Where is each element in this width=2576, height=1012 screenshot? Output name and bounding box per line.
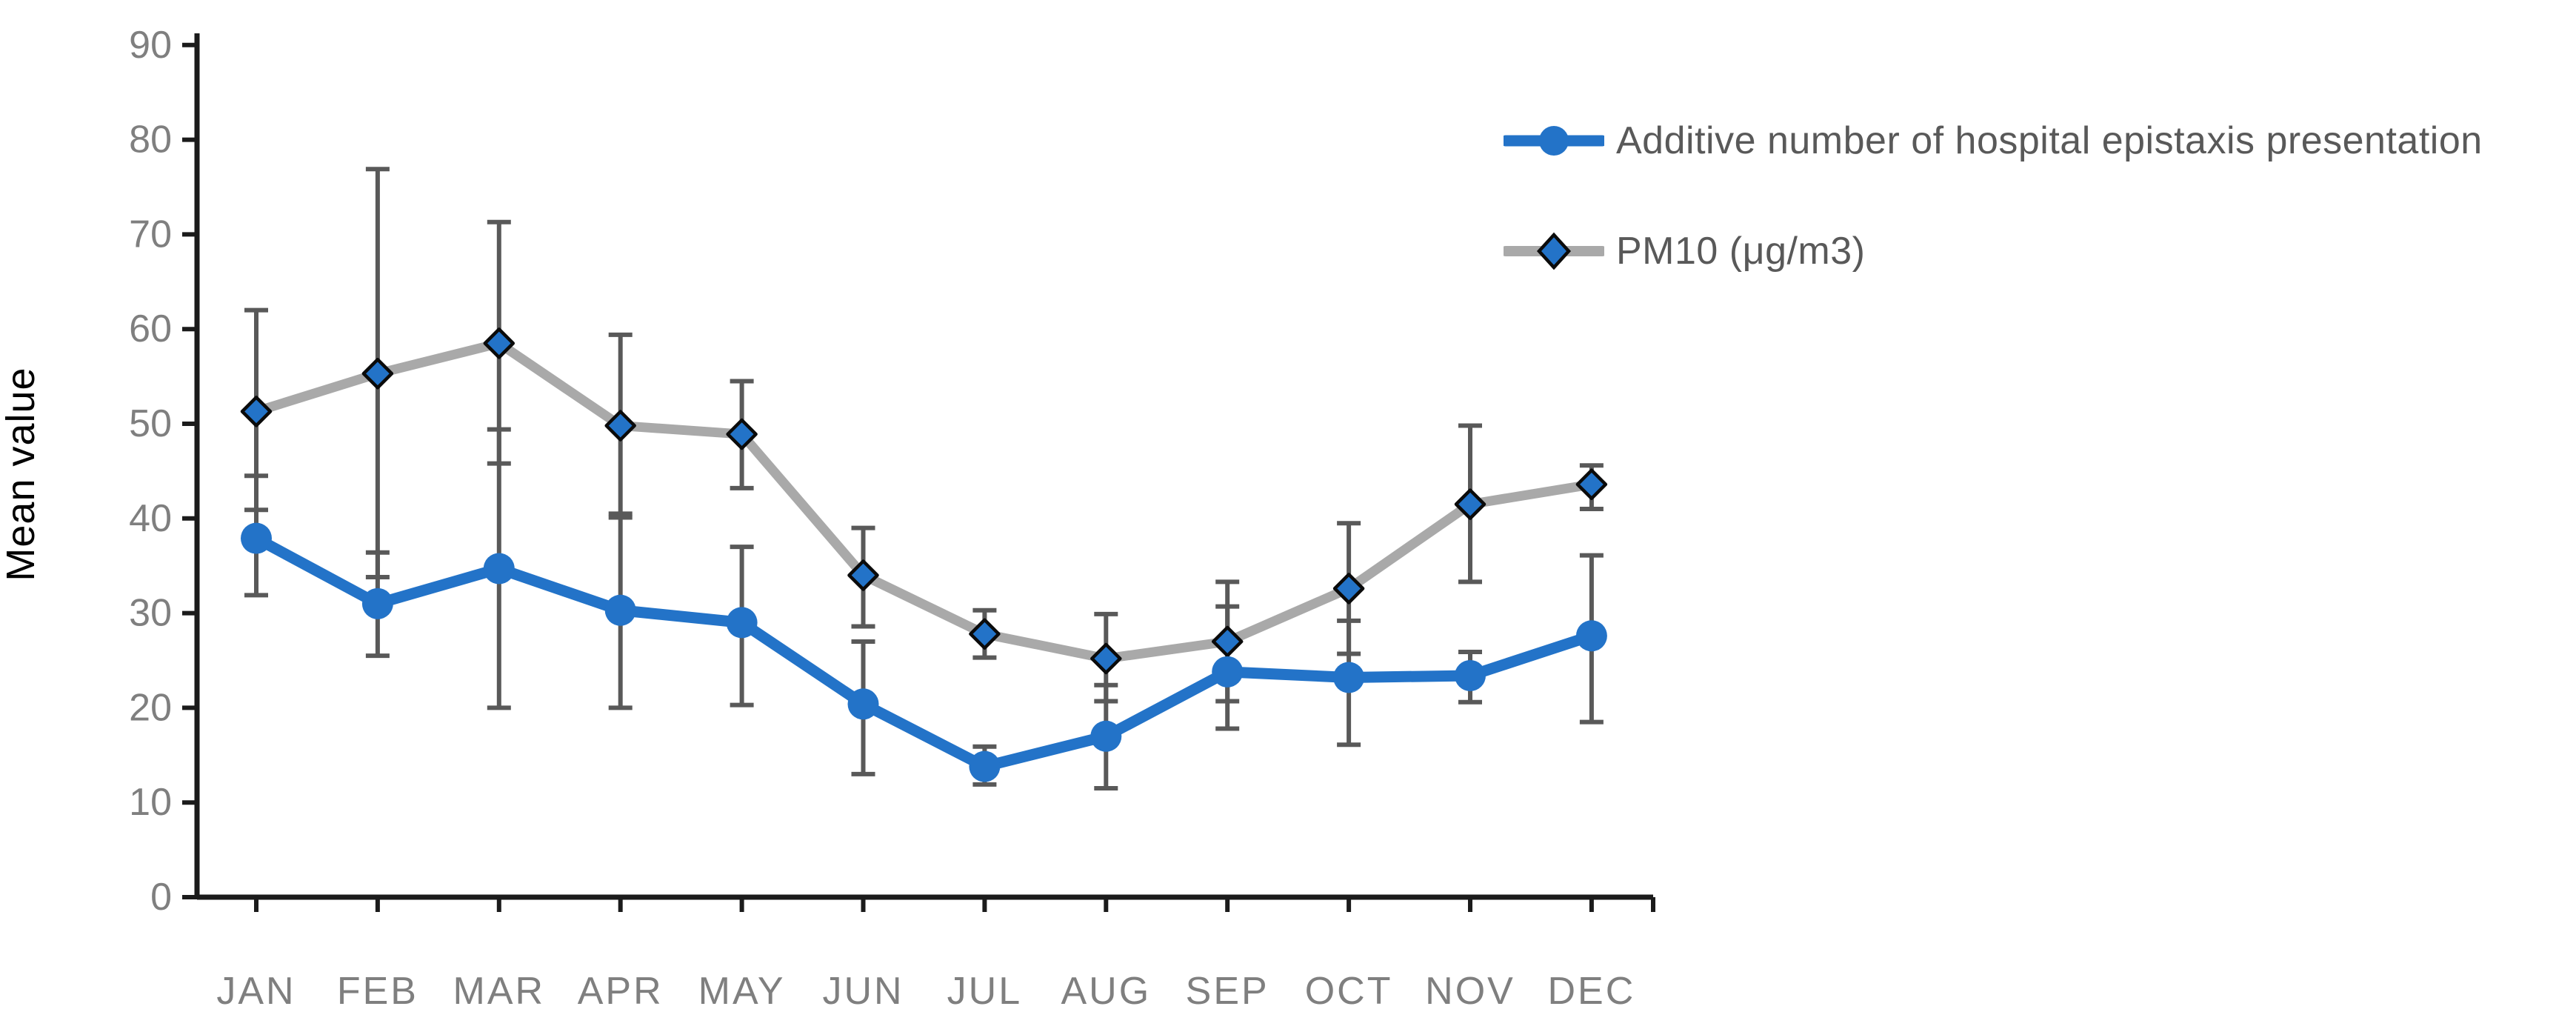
- x-tick-label: AUG: [1061, 970, 1151, 1012]
- epistaxis-circle-marker: [1212, 656, 1244, 688]
- epistaxis-circle-marker: [241, 522, 272, 554]
- epistaxis-circle-marker: [1455, 659, 1486, 691]
- pm10-line-swatch-icon: [1504, 232, 1604, 270]
- y-tick-label: 70: [129, 213, 172, 256]
- epistaxis-circle-marker: [1333, 662, 1365, 693]
- pm10-diamond-marker: [1332, 573, 1365, 605]
- pm10-diamond-marker: [1090, 642, 1122, 675]
- x-tick-label: OCT: [1305, 970, 1393, 1012]
- epistaxis-circle-marker: [969, 750, 1001, 782]
- pm10-series-line: [251, 338, 1597, 664]
- x-tick-label: JUL: [947, 970, 1022, 1012]
- pm10-diamond-marker: [726, 418, 758, 450]
- y-axis-title: Mean value: [0, 367, 43, 581]
- legend-item-epistaxis: Additive number of hospital epistaxis pr…: [1504, 117, 2483, 164]
- x-tick-label: NOV: [1425, 970, 1515, 1012]
- legend: Additive number of hospital epistaxis pr…: [1504, 117, 2483, 338]
- pm10-diamond-marker: [1454, 488, 1486, 520]
- pm10-diamond-marker: [969, 618, 1001, 650]
- y-tick-label: 0: [150, 876, 172, 919]
- epistaxis-circle-marker: [1090, 720, 1122, 752]
- epistaxis-circle-marker: [1575, 620, 1607, 652]
- x-tick-label: FEB: [337, 970, 418, 1012]
- pm10-diamond-marker: [847, 559, 879, 591]
- legend-label-epistaxis: Additive number of hospital epistaxis pr…: [1616, 119, 2483, 162]
- epistaxis-circle-marker: [483, 553, 515, 585]
- y-tick-label: 50: [129, 402, 172, 445]
- pm10-diamond-marker: [604, 410, 636, 442]
- pm10-diamond-marker: [1211, 625, 1244, 658]
- x-tick-label: JAN: [216, 970, 296, 1012]
- pm10-diamond-marker: [361, 358, 394, 390]
- y-tick-label: 10: [129, 781, 172, 824]
- epistaxis-circle-marker: [604, 594, 636, 626]
- pm10-diamond-marker: [483, 327, 515, 359]
- pm10-diamond-marker: [1575, 468, 1608, 501]
- epistaxis-series-line: [250, 533, 1598, 773]
- legend-item-pm10: PM10 (μg/m3): [1504, 227, 2483, 275]
- epistaxis-circle-marker: [361, 587, 393, 619]
- y-tick-label: 20: [129, 686, 172, 729]
- legend-label-pm10: PM10 (μg/m3): [1616, 230, 1866, 273]
- epistaxis-circle-marker: [726, 607, 758, 639]
- x-tick-label: DEC: [1548, 970, 1636, 1012]
- x-tick-label: JUN: [822, 970, 904, 1012]
- x-tick-label: MAR: [453, 970, 546, 1012]
- x-tick-label: APR: [578, 970, 664, 1012]
- y-tick-label: 60: [129, 307, 172, 350]
- epistaxis-circle-marker: [847, 688, 879, 720]
- y-tick-label: 40: [129, 497, 172, 540]
- x-tick-label: SEP: [1186, 970, 1269, 1012]
- pm10-diamond-marker: [240, 396, 273, 427]
- epistaxis-line-swatch-icon: [1504, 126, 1604, 156]
- y-tick-label: 30: [129, 592, 172, 635]
- y-tick-label: 80: [129, 119, 172, 162]
- y-tick-label: 90: [129, 24, 172, 67]
- x-tick-label: MAY: [698, 970, 786, 1012]
